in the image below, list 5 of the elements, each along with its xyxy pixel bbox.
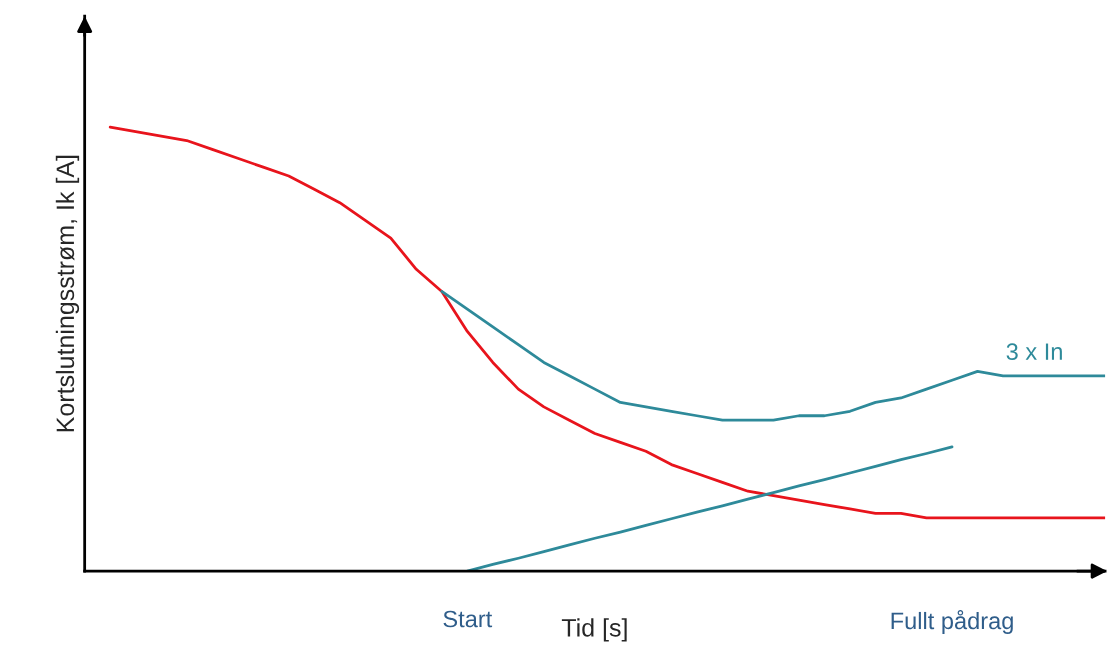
x-tick-label: Start <box>443 610 493 628</box>
x-axis-title: Tid [s] <box>561 618 627 642</box>
x-tick-label: Fullt pådrag <box>891 610 1013 634</box>
y-axis-title: Kortslutningsstrøm, Ik [A] <box>55 155 80 432</box>
series-label: 3 x In <box>1006 343 1062 361</box>
